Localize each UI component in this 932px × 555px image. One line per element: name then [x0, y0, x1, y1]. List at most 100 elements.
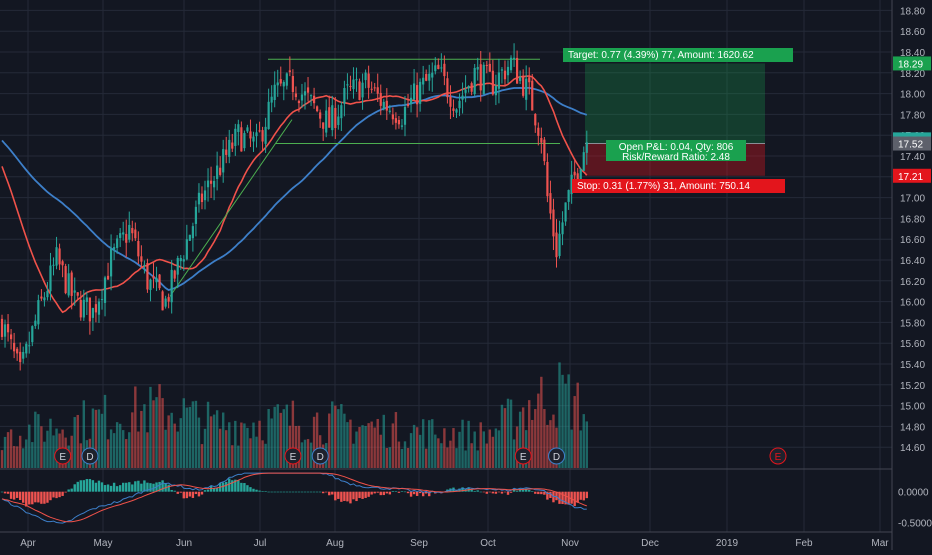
candle[interactable]: [531, 74, 534, 111]
candle[interactable]: [470, 81, 473, 96]
candle[interactable]: [49, 252, 52, 301]
candle[interactable]: [391, 107, 394, 125]
candle[interactable]: [528, 67, 531, 95]
candle[interactable]: [546, 153, 549, 203]
candle[interactable]: [549, 180, 552, 220]
candle[interactable]: [297, 99, 301, 113]
candle[interactable]: [167, 293, 170, 309]
candle[interactable]: [37, 294, 40, 330]
candle[interactable]: [88, 297, 91, 335]
candle[interactable]: [82, 289, 85, 321]
candle[interactable]: [191, 222, 194, 252]
candle[interactable]: [258, 121, 261, 133]
candle[interactable]: [231, 133, 234, 153]
candle[interactable]: [394, 112, 397, 130]
candle[interactable]: [276, 69, 279, 97]
candle[interactable]: [200, 186, 204, 210]
candle[interactable]: [61, 259, 64, 278]
candle[interactable]: [291, 69, 294, 101]
candle[interactable]: [219, 156, 222, 177]
candle[interactable]: [479, 50, 482, 102]
candle[interactable]: [494, 74, 497, 106]
candle[interactable]: [300, 83, 304, 108]
candle[interactable]: [443, 55, 446, 86]
candle[interactable]: [534, 113, 537, 133]
candle[interactable]: [264, 117, 267, 153]
candle[interactable]: [152, 262, 155, 289]
candle[interactable]: [352, 67, 355, 99]
candle[interactable]: [225, 136, 228, 164]
candle[interactable]: [125, 219, 128, 258]
candle[interactable]: [270, 85, 273, 113]
candle[interactable]: [525, 65, 528, 111]
candle[interactable]: [100, 288, 104, 310]
candle[interactable]: [482, 62, 485, 95]
candle[interactable]: [355, 67, 358, 92]
candle[interactable]: [422, 65, 425, 95]
candle[interactable]: [255, 123, 258, 148]
candle[interactable]: [164, 295, 167, 309]
candle[interactable]: [228, 129, 231, 164]
candle[interactable]: [85, 291, 88, 316]
candle[interactable]: [122, 221, 125, 241]
candle[interactable]: [161, 290, 164, 311]
candle[interactable]: [373, 83, 376, 92]
candle[interactable]: [143, 260, 146, 274]
candle[interactable]: [67, 264, 70, 298]
candle[interactable]: [213, 175, 216, 201]
candle[interactable]: [137, 231, 140, 264]
candle[interactable]: [46, 281, 49, 301]
candle[interactable]: [303, 82, 307, 110]
candle[interactable]: [306, 77, 310, 102]
candle[interactable]: [140, 245, 143, 267]
candle[interactable]: [412, 68, 416, 101]
candle[interactable]: [322, 122, 325, 141]
candle[interactable]: [252, 131, 255, 152]
candle[interactable]: [106, 262, 110, 280]
candle[interactable]: [519, 70, 522, 85]
candle[interactable]: [246, 124, 249, 134]
candle[interactable]: [97, 298, 101, 323]
candle[interactable]: [397, 116, 401, 129]
candle[interactable]: [340, 101, 343, 132]
candle[interactable]: [403, 95, 407, 137]
candle[interactable]: [103, 275, 107, 317]
candle[interactable]: [34, 314, 37, 329]
earnings-marker[interactable]: E: [514, 447, 532, 465]
candle[interactable]: [267, 88, 270, 130]
candle[interactable]: [113, 243, 116, 261]
candle[interactable]: [185, 224, 188, 261]
candle[interactable]: [561, 211, 564, 246]
candle[interactable]: [491, 59, 494, 96]
candle[interactable]: [70, 270, 73, 310]
candle[interactable]: [516, 50, 519, 84]
trendline[interactable]: [169, 119, 293, 297]
candle[interactable]: [55, 236, 58, 270]
candle[interactable]: [522, 69, 525, 98]
candle[interactable]: [434, 57, 437, 75]
candle[interactable]: [170, 260, 173, 314]
candle[interactable]: [476, 57, 479, 81]
candle[interactable]: [570, 160, 573, 204]
candle[interactable]: [376, 73, 379, 103]
candle[interactable]: [119, 228, 122, 248]
candle[interactable]: [419, 78, 422, 112]
candle[interactable]: [273, 71, 276, 108]
candles[interactable]: [0, 43, 588, 371]
candle[interactable]: [76, 292, 79, 300]
candle[interactable]: [91, 307, 94, 331]
candle[interactable]: [325, 99, 328, 138]
candle[interactable]: [509, 55, 513, 73]
candle[interactable]: [334, 96, 337, 139]
candle[interactable]: [52, 257, 55, 276]
candle[interactable]: [558, 220, 561, 259]
target-label[interactable]: Target: 0.77 (4.39%) 77, Amount: 1620.62: [563, 48, 793, 62]
candle[interactable]: [367, 65, 370, 99]
dividend-marker[interactable]: D: [548, 447, 566, 465]
candle[interactable]: [31, 325, 34, 347]
candle[interactable]: [385, 88, 388, 120]
candle[interactable]: [128, 211, 131, 243]
candle[interactable]: [328, 95, 331, 128]
